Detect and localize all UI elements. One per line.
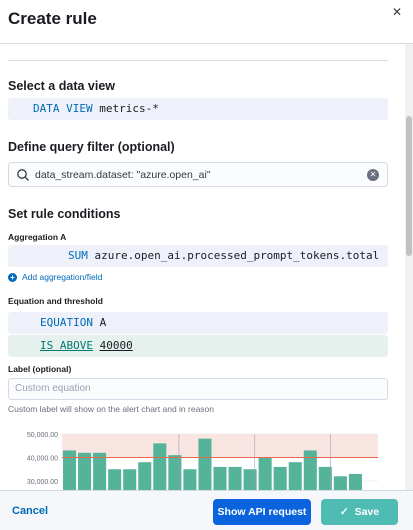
equation-value: A xyxy=(99,316,107,329)
chart-bar xyxy=(198,438,212,490)
flyout-header: Create rule ✕ xyxy=(0,0,413,44)
equation-keyword: EQUATION xyxy=(40,316,93,329)
data-view-keyword: DATA VIEW xyxy=(33,102,93,115)
section-title-rule-conditions: Set rule conditions xyxy=(8,207,121,221)
aggregation-keyword: SUM xyxy=(68,249,88,262)
chart-bar xyxy=(93,452,107,490)
close-icon[interactable]: ✕ xyxy=(391,5,403,19)
equation-label: Equation and threshold xyxy=(8,296,103,306)
aggregation-field: azure.open_ai.processed_prompt_tokens.to… xyxy=(94,249,380,262)
y-tick-label: 30,000.00 xyxy=(27,479,58,486)
aggregation-label: Aggregation A xyxy=(8,232,67,242)
chart-bar xyxy=(318,466,332,490)
chart-bar xyxy=(78,452,92,490)
chart-bar xyxy=(348,473,362,490)
data-view-value: metrics-* xyxy=(99,102,159,115)
chart-bar xyxy=(183,469,197,490)
add-aggregation-label: Add aggregation/field xyxy=(22,272,103,282)
chart-bar xyxy=(303,450,317,490)
data-view-selector[interactable]: DATA VIEW metrics-* xyxy=(8,98,388,120)
save-label: Save xyxy=(354,506,380,518)
label-help-text: Custom label will show on the alert char… xyxy=(8,404,214,414)
save-button[interactable]: ✓ Save xyxy=(321,499,398,525)
equation-selector[interactable]: EQUATION A xyxy=(8,312,388,334)
query-filter-value: data_stream.dataset: "azure.open_ai" xyxy=(35,169,211,181)
chart-bar xyxy=(213,466,227,490)
label-input[interactable]: Custom equation xyxy=(8,378,388,400)
show-api-request-button[interactable]: Show API request xyxy=(213,499,311,525)
chart-bar xyxy=(273,466,287,490)
divider xyxy=(8,60,388,61)
chart-bar xyxy=(138,462,152,490)
chart-bar xyxy=(333,476,347,490)
scrollbar-track[interactable] xyxy=(405,44,413,490)
chart-bar xyxy=(168,455,182,490)
check-icon: ✓ xyxy=(339,506,349,518)
search-icon xyxy=(17,169,29,181)
flyout-title: Create rule xyxy=(8,9,97,28)
y-tick-label: 50,000.00 xyxy=(27,432,58,439)
threshold-chart: 50,000.0040,000.0030,000.0020,000.0010,0… xyxy=(27,432,378,490)
chart-bar xyxy=(258,457,272,490)
chart-bar xyxy=(228,466,242,490)
threshold-value: 40000 xyxy=(99,339,133,352)
chart-bar xyxy=(153,443,167,490)
chart-bar xyxy=(243,469,257,490)
label-field-label: Label (optional) xyxy=(8,364,72,374)
add-aggregation-button[interactable]: + Add aggregation/field xyxy=(8,272,102,282)
threshold-zone xyxy=(62,434,378,458)
threshold-selector[interactable]: IS ABOVE 40000 xyxy=(8,335,388,357)
chart-bar xyxy=(108,469,122,490)
section-title-query-filter: Define query filter (optional) xyxy=(8,140,175,154)
scrollbar-thumb[interactable] xyxy=(406,116,412,256)
cancel-button[interactable]: Cancel xyxy=(12,505,49,517)
flyout-footer: Cancel Show API request ✓ Save xyxy=(0,490,413,530)
clear-icon[interactable]: ✕ xyxy=(367,169,379,181)
chart-bar xyxy=(123,469,137,490)
flyout-body: Select a data view DATA VIEW metrics-* D… xyxy=(0,44,405,490)
threshold-keyword: IS ABOVE xyxy=(40,339,93,352)
chart-bar xyxy=(288,462,302,490)
chart-bar xyxy=(63,450,77,490)
plus-icon: + xyxy=(8,272,17,282)
section-title-data-view: Select a data view xyxy=(8,79,116,93)
aggregation-selector[interactable]: SUM azure.open_ai.processed_prompt_token… xyxy=(8,245,388,267)
query-filter-input[interactable]: data_stream.dataset: "azure.open_ai" ✕ xyxy=(8,162,388,187)
y-tick-label: 40,000.00 xyxy=(27,456,58,463)
